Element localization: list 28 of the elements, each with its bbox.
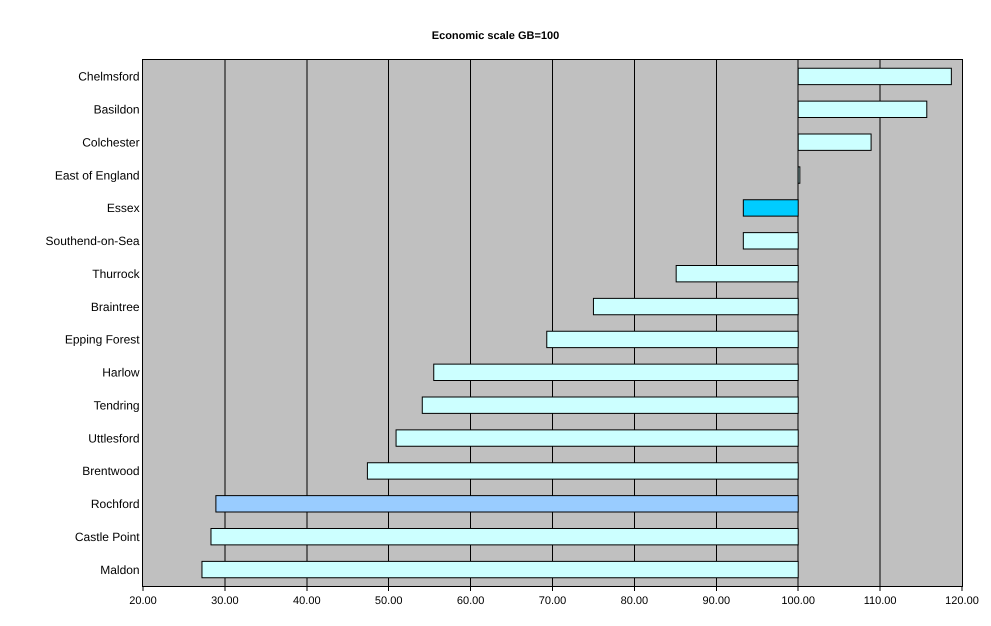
y-tick-label: Tendring bbox=[94, 398, 140, 412]
y-tick-label: Uttlesford bbox=[88, 431, 140, 446]
y-tick-label: Southend-on-Sea bbox=[46, 234, 140, 248]
y-tick-label: Braintree bbox=[90, 300, 140, 314]
x-tick-label: 60.00 bbox=[456, 595, 484, 608]
x-tick-label: 110.00 bbox=[864, 595, 897, 608]
y-tick-label: Colchester bbox=[82, 135, 140, 150]
y-tick-label: Castle Point bbox=[74, 530, 140, 544]
x-tick-label: 30.00 bbox=[211, 595, 239, 608]
x-tick-label: 20.00 bbox=[129, 595, 157, 608]
x-tick-label: 90.00 bbox=[702, 595, 730, 608]
y-tick-label: Basildon bbox=[94, 102, 140, 117]
x-tick-label: 120.00 bbox=[945, 595, 979, 608]
y-tick-label: Maldon bbox=[100, 562, 140, 577]
x-tick-label: 50.00 bbox=[374, 595, 402, 608]
x-tick-label: 40.00 bbox=[293, 595, 321, 608]
y-tick-label: Chelmsford bbox=[78, 70, 140, 84]
x-tick-label: 70.00 bbox=[538, 595, 566, 608]
y-tick-label: Epping Forest bbox=[64, 332, 140, 347]
y-tick-label: East of England bbox=[54, 168, 140, 182]
chart-title: Economic scale GB=100 bbox=[432, 30, 560, 42]
y-tick-label: Rochford bbox=[90, 497, 140, 512]
y-tick-label: Essex bbox=[106, 201, 140, 216]
y-tick-label: Harlow bbox=[102, 366, 140, 380]
x-tick-label: 100.00 bbox=[781, 595, 816, 608]
y-tick-label: Brentwood bbox=[82, 464, 140, 478]
x-tick-label: 80.00 bbox=[620, 595, 648, 608]
y-tick-label: Thurrock bbox=[92, 266, 141, 281]
